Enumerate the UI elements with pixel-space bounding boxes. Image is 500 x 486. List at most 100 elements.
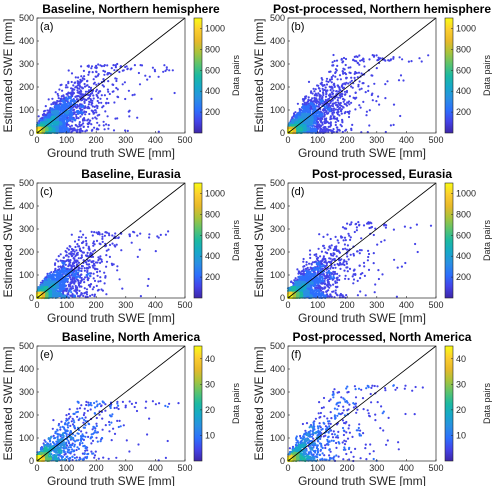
data-point [342, 56, 346, 60]
data-point [78, 87, 81, 90]
data-point [342, 67, 345, 70]
data-point [57, 94, 60, 97]
data-point [358, 104, 361, 107]
colorbar-tick-label: 400 [205, 86, 220, 96]
data-point [97, 92, 100, 95]
data-point [334, 121, 337, 124]
data-point [78, 107, 81, 110]
y-tick-label: 400 [19, 36, 34, 46]
data-point [126, 67, 129, 70]
data-point [85, 84, 88, 87]
data-point [303, 113, 306, 116]
data-point [94, 116, 97, 119]
data-point [331, 93, 334, 96]
data-point [103, 70, 107, 73]
data-point [95, 83, 98, 86]
data-point [157, 236, 160, 239]
data-point [85, 288, 89, 291]
x-tick-label: 300 [369, 135, 384, 145]
data-point [62, 97, 65, 100]
data-point [82, 246, 85, 249]
data-point [83, 100, 86, 103]
data-point [99, 97, 102, 100]
scatter-points [35, 230, 170, 300]
data-point [357, 83, 360, 86]
data-point [73, 240, 77, 243]
data-point [44, 121, 47, 124]
data-point [46, 109, 49, 112]
data-point [324, 95, 328, 98]
data-point [114, 117, 117, 120]
data-point [314, 88, 317, 91]
data-point [313, 121, 316, 125]
data-point [163, 64, 166, 67]
data-point [105, 123, 108, 126]
data-point [368, 58, 371, 61]
data-point [399, 74, 403, 77]
data-point [321, 121, 324, 125]
data-point [68, 125, 72, 128]
y-tick-label: 100 [270, 105, 285, 115]
data-point [375, 100, 378, 103]
data-point [407, 60, 410, 63]
data-point [90, 230, 93, 233]
data-point [345, 91, 348, 94]
data-point [329, 89, 332, 92]
data-point [90, 129, 93, 132]
data-point [70, 130, 73, 133]
data-point [76, 128, 79, 131]
data-point [334, 108, 337, 111]
data-point [49, 128, 53, 131]
data-point [42, 128, 45, 132]
data-point [359, 106, 362, 109]
data-point [334, 123, 337, 127]
data-point [97, 63, 100, 66]
data-point [67, 248, 70, 251]
data-point [307, 96, 310, 99]
data-point [330, 85, 333, 88]
data-point [77, 117, 80, 120]
data-point [337, 110, 340, 113]
data-point [54, 91, 57, 94]
one-to-one-line [36, 17, 186, 134]
data-point [85, 129, 88, 132]
data-point [87, 97, 90, 100]
data-point [54, 262, 57, 265]
data-point [327, 94, 331, 97]
colorbar-tick-label: 800 [456, 44, 471, 54]
data-point [106, 115, 109, 118]
data-point [77, 95, 80, 98]
data-point [112, 64, 115, 67]
data-point [64, 263, 67, 266]
data-point [92, 78, 95, 81]
data-point [76, 80, 79, 83]
data-point [136, 255, 139, 258]
data-point [294, 115, 297, 118]
data-point [42, 124, 46, 127]
data-point [99, 255, 102, 258]
data-point [75, 95, 78, 98]
data-point [118, 278, 121, 281]
data-point [362, 100, 365, 103]
data-point [94, 109, 97, 112]
data-point [317, 121, 320, 124]
data-point [106, 97, 109, 100]
data-point [71, 120, 74, 123]
data-point [121, 287, 124, 290]
data-point [101, 106, 104, 109]
data-point [343, 82, 346, 85]
data-point [87, 73, 90, 76]
data-point [50, 107, 54, 110]
data-point [130, 241, 133, 244]
data-point [362, 57, 365, 60]
data-point [329, 115, 332, 118]
data-point [100, 94, 103, 97]
data-point [319, 119, 322, 123]
data-point [91, 105, 94, 108]
data-point [93, 105, 96, 108]
y-tick-label: 0 [29, 128, 34, 138]
data-point [350, 76, 353, 79]
data-point [333, 102, 336, 105]
data-point [325, 77, 329, 80]
